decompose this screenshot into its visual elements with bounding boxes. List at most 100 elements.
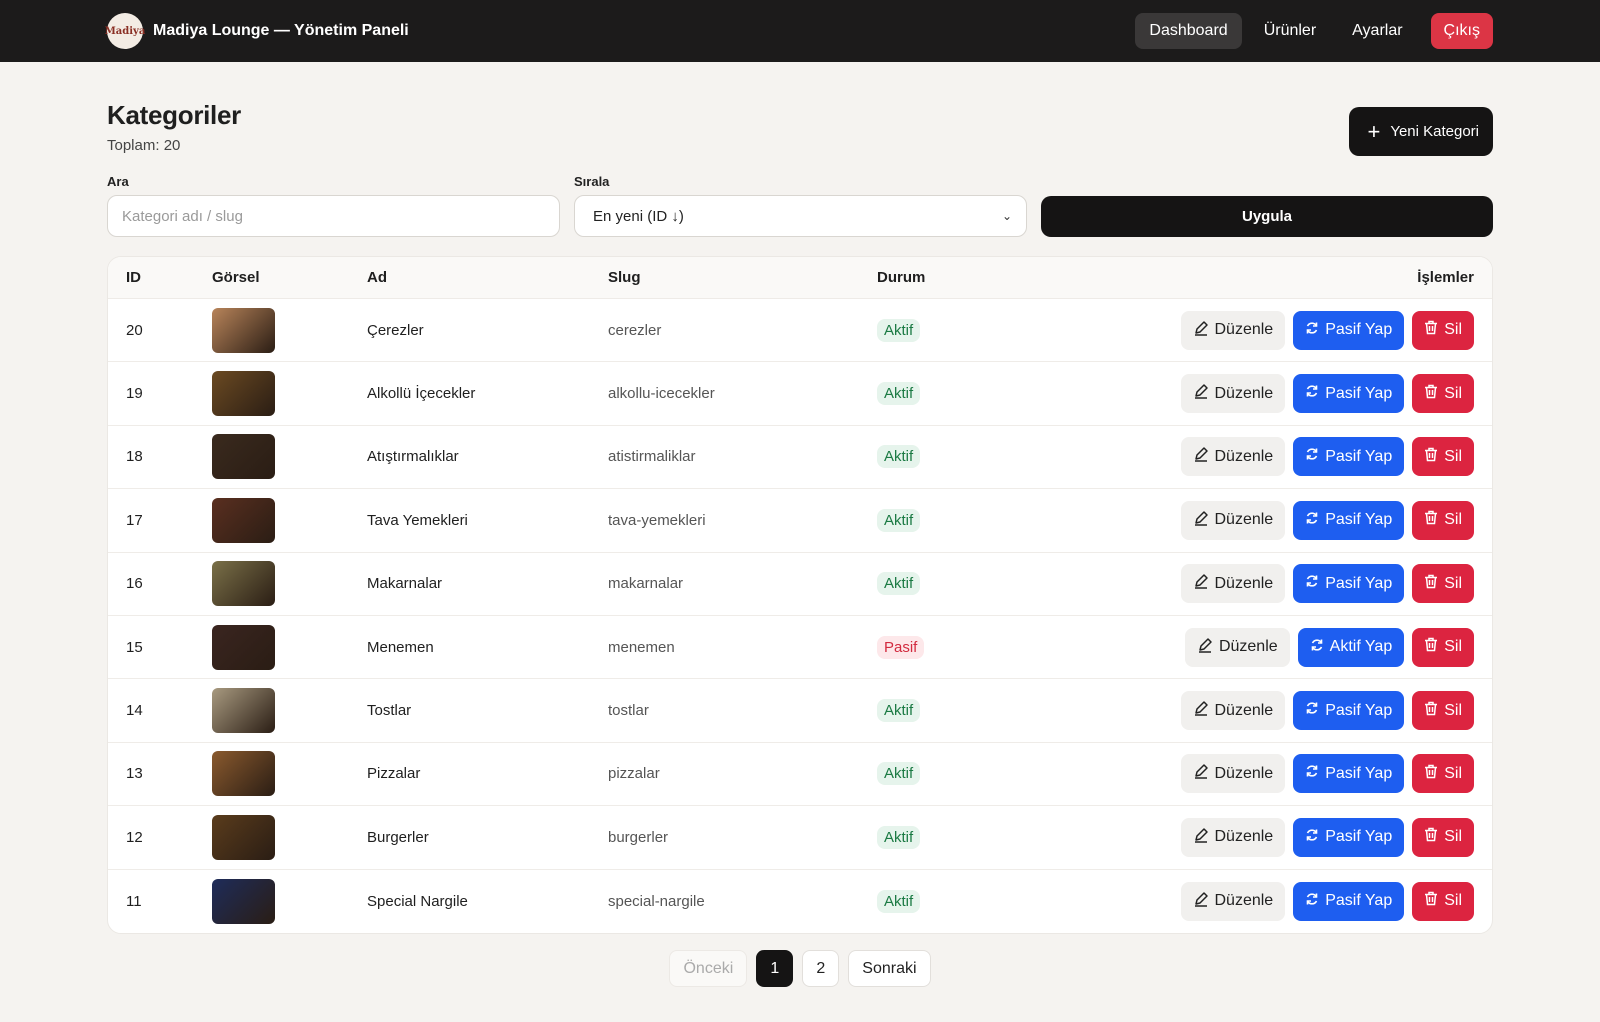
status-badge: Aktif <box>877 382 921 406</box>
edit-button[interactable]: Düzenle <box>1180 310 1286 350</box>
table-row: 11 Special Nargile special-nargile Aktif Düz… <box>108 870 1492 933</box>
nav-dashboard[interactable]: Dashboard <box>1135 13 1242 49</box>
edit-label: Düzenle <box>1214 764 1274 782</box>
pagination: Önceki 1 2 Sonraki <box>0 950 1600 987</box>
next-page-button[interactable]: Sonraki <box>848 950 931 987</box>
pencil-icon <box>1193 510 1209 531</box>
row-actions: Düzenle Pasif Yap Sil <box>1127 310 1474 350</box>
delete-label: Sil <box>1444 638 1462 656</box>
delete-button[interactable]: Sil <box>1412 881 1474 921</box>
refresh-icon <box>1305 764 1319 783</box>
toggle-label: Pasif Yap <box>1325 511 1393 529</box>
edit-button[interactable]: Düzenle <box>1180 754 1286 794</box>
toggle-status-button[interactable]: Pasif Yap <box>1293 310 1405 350</box>
pencil-icon <box>1193 827 1209 848</box>
status-badge: Aktif <box>877 318 921 342</box>
prev-page-button[interactable]: Önceki <box>669 950 748 987</box>
edit-button[interactable]: Düzenle <box>1180 564 1286 604</box>
row-name: Tava Yemekleri <box>367 511 468 529</box>
pencil-icon <box>1193 383 1209 404</box>
brand: Madiya Madiya Lounge — Yönetim Paneli <box>105 13 409 49</box>
status-badge: Pasif <box>877 635 925 659</box>
delete-label: Sil <box>1444 511 1462 529</box>
sort-select[interactable]: En yeni (ID ↓) ⌄ <box>574 195 1027 237</box>
delete-button[interactable]: Sil <box>1412 817 1474 857</box>
categories-table: ID Görsel Ad Slug Durum İşlemler 20 Çerez… <box>107 256 1493 934</box>
category-image <box>212 878 275 924</box>
status-badge: Aktif <box>877 572 921 596</box>
nav-products[interactable]: Ürünler <box>1263 22 1317 39</box>
category-image <box>212 307 275 353</box>
toggle-status-button[interactable]: Pasif Yap <box>1293 500 1405 540</box>
pencil-icon <box>1193 891 1209 912</box>
row-name: Pizzalar <box>367 765 421 783</box>
toggle-status-button[interactable]: Pasif Yap <box>1293 374 1405 414</box>
toggle-status-button[interactable]: Pasif Yap <box>1293 564 1405 604</box>
main-nav: Dashboard Ürünler Ayarlar Çıkış <box>1135 13 1493 49</box>
apply-button[interactable]: Uygula <box>1041 196 1493 237</box>
row-name: Alkollü İçecekler <box>367 385 476 403</box>
delete-button[interactable]: Sil <box>1412 437 1474 477</box>
delete-button[interactable]: Sil <box>1412 374 1474 414</box>
table-row: 12 Burgerler burgerler Aktif Düzenle Pasif Ya… <box>108 806 1492 870</box>
logout-button[interactable]: Çıkış <box>1430 13 1493 49</box>
edit-label: Düzenle <box>1214 511 1274 529</box>
row-actions: Düzenle Pasif Yap Sil <box>1127 564 1474 604</box>
edit-label: Düzenle <box>1214 574 1274 592</box>
refresh-icon <box>1305 574 1319 593</box>
page-1-button[interactable]: 1 <box>756 950 794 987</box>
table-header: ID Görsel Ad Slug Durum İşlemler <box>108 257 1492 299</box>
edit-label: Düzenle <box>1214 892 1274 910</box>
toggle-status-button[interactable]: Pasif Yap <box>1293 437 1405 477</box>
edit-button[interactable]: Düzenle <box>1180 374 1286 414</box>
toggle-label: Pasif Yap <box>1325 447 1393 465</box>
delete-button[interactable]: Sil <box>1412 691 1474 731</box>
edit-button[interactable]: Düzenle <box>1180 691 1286 731</box>
edit-button[interactable]: Düzenle <box>1180 817 1286 857</box>
delete-button[interactable]: Sil <box>1412 627 1474 667</box>
search-input[interactable]: Kategori adı / slug <box>107 195 560 237</box>
refresh-icon <box>1305 511 1319 530</box>
toggle-label: Aktif Yap <box>1329 638 1393 656</box>
table-row: 13 Pizzalar pizzalar Aktif Düzenle Pasif Yap S… <box>108 743 1492 807</box>
delete-label: Sil <box>1444 764 1462 782</box>
edit-button[interactable]: Düzenle <box>1180 500 1286 540</box>
search-label: Ara <box>107 174 129 189</box>
toggle-status-button[interactable]: Aktif Yap <box>1297 627 1405 667</box>
toggle-status-button[interactable]: Pasif Yap <box>1293 817 1405 857</box>
row-name: Atıştırmalıklar <box>367 448 459 466</box>
nav-settings[interactable]: Ayarlar <box>1352 22 1403 39</box>
delete-button[interactable]: Sil <box>1412 564 1474 604</box>
table-row: 14 Tostlar tostlar Aktif Düzenle Pasif Yap Sil <box>108 679 1492 743</box>
status-badge: Aktif <box>877 699 921 723</box>
row-name: Tostlar <box>367 702 412 720</box>
delete-button[interactable]: Sil <box>1412 310 1474 350</box>
refresh-icon <box>1305 384 1319 403</box>
new-category-button[interactable]: + Yeni Kategori <box>1349 107 1493 156</box>
category-image <box>212 434 275 480</box>
delete-label: Sil <box>1444 321 1462 339</box>
table-body: 20 Çerezler cerezler Aktif Düzenle Pasif Yap S… <box>108 299 1492 933</box>
row-id: 13 <box>126 765 143 783</box>
row-id: 15 <box>126 638 143 656</box>
toggle-status-button[interactable]: Pasif Yap <box>1293 691 1405 731</box>
edit-button[interactable]: Düzenle <box>1180 881 1286 921</box>
toggle-label: Pasif Yap <box>1325 701 1393 719</box>
row-id: 14 <box>126 702 143 720</box>
trash-icon <box>1424 510 1438 530</box>
brand-logo[interactable]: Madiya <box>105 13 145 49</box>
page-2-button[interactable]: 2 <box>802 950 840 987</box>
delete-button[interactable]: Sil <box>1412 754 1474 794</box>
toggle-status-button[interactable]: Pasif Yap <box>1293 754 1405 794</box>
table-row: 15 Menemen menemen Pasif Düzenle Aktif Yap Sil <box>108 616 1492 680</box>
row-slug: pizzalar <box>608 765 660 783</box>
trash-icon <box>1424 637 1438 657</box>
delete-button[interactable]: Sil <box>1412 500 1474 540</box>
toggle-status-button[interactable]: Pasif Yap <box>1293 881 1405 921</box>
edit-button[interactable]: Düzenle <box>1184 627 1290 667</box>
edit-label: Düzenle <box>1214 701 1274 719</box>
col-status: Durum <box>877 269 926 286</box>
row-actions: Düzenle Pasif Yap Sil <box>1127 881 1474 921</box>
col-slug: Slug <box>608 269 641 286</box>
edit-button[interactable]: Düzenle <box>1180 437 1286 477</box>
